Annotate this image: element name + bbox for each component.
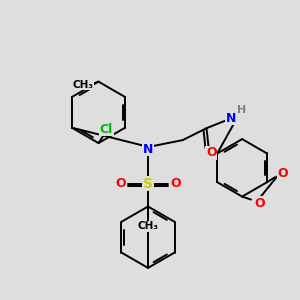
Text: O: O bbox=[255, 197, 265, 210]
Text: H: H bbox=[236, 105, 246, 116]
Text: N: N bbox=[226, 112, 236, 125]
Text: O: O bbox=[206, 146, 217, 160]
Text: Cl: Cl bbox=[100, 123, 113, 136]
Text: O: O bbox=[115, 177, 126, 190]
Text: N: N bbox=[143, 142, 153, 155]
Text: O: O bbox=[278, 167, 288, 180]
Text: O: O bbox=[170, 177, 181, 190]
Text: S: S bbox=[143, 177, 153, 191]
Text: CH₃: CH₃ bbox=[72, 80, 93, 90]
Text: CH₃: CH₃ bbox=[137, 221, 158, 231]
